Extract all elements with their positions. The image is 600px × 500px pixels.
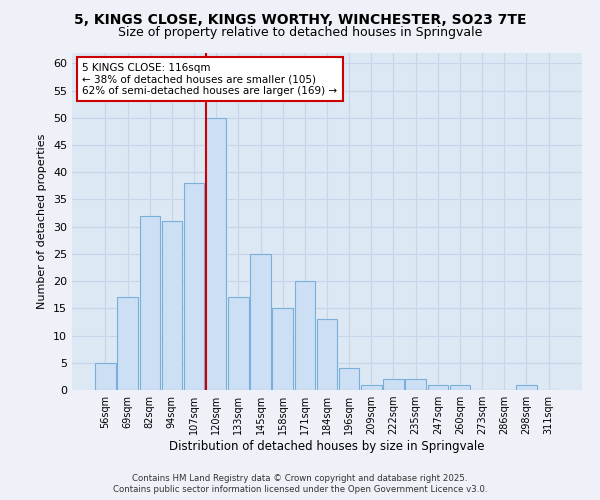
Bar [339, 368, 359, 390]
Bar [206, 118, 226, 390]
X-axis label: Distribution of detached houses by size in Springvale: Distribution of detached houses by size … [169, 440, 485, 453]
Text: Size of property relative to detached houses in Springvale: Size of property relative to detached ho… [118, 26, 482, 39]
Y-axis label: Number of detached properties: Number of detached properties [37, 134, 47, 309]
Bar [383, 379, 404, 390]
Bar [228, 298, 248, 390]
Bar [361, 384, 382, 390]
Bar [184, 183, 204, 390]
Bar [450, 384, 470, 390]
Text: Contains HM Land Registry data © Crown copyright and database right 2025.
Contai: Contains HM Land Registry data © Crown c… [113, 474, 487, 494]
Bar [428, 384, 448, 390]
Bar [406, 379, 426, 390]
Bar [317, 319, 337, 390]
Bar [295, 281, 315, 390]
Bar [161, 221, 182, 390]
Bar [272, 308, 293, 390]
Text: 5, KINGS CLOSE, KINGS WORTHY, WINCHESTER, SO23 7TE: 5, KINGS CLOSE, KINGS WORTHY, WINCHESTER… [74, 12, 526, 26]
Bar [140, 216, 160, 390]
Bar [250, 254, 271, 390]
Bar [118, 298, 138, 390]
Bar [516, 384, 536, 390]
Text: 5 KINGS CLOSE: 116sqm
← 38% of detached houses are smaller (105)
62% of semi-det: 5 KINGS CLOSE: 116sqm ← 38% of detached … [82, 62, 337, 96]
Bar [95, 363, 116, 390]
